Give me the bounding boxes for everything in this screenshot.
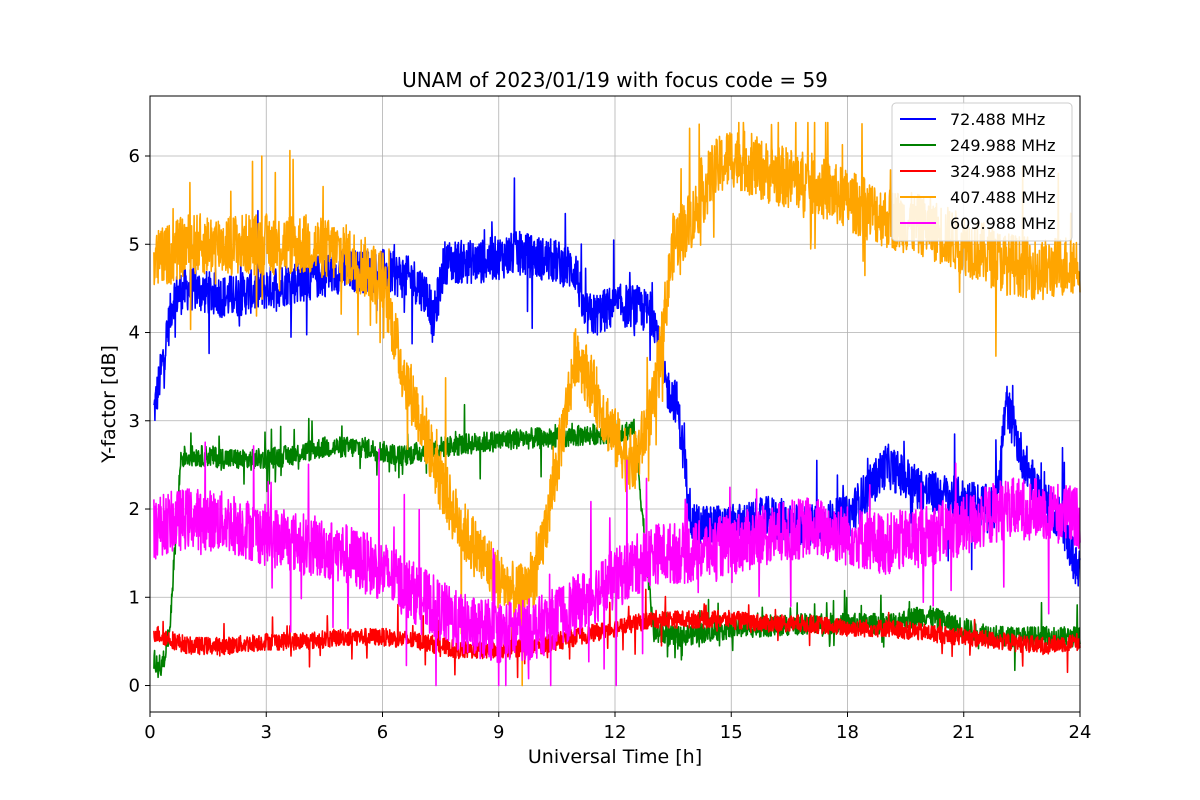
y-axis: 0 1 2 3 4 5 6: [129, 146, 150, 697]
y-tick-label: 6: [129, 146, 140, 167]
series-line-4: [153, 441, 1081, 687]
legend-label: 324.988 MHz: [950, 162, 1055, 181]
y-axis-label: Y-factor [dB]: [98, 345, 120, 464]
y-tick-label: 0: [129, 676, 140, 697]
legend: 72.488 MHz 249.988 MHz 324.988 MHz 407.488 …: [891, 102, 1073, 242]
y-tick-label: 5: [129, 234, 140, 255]
x-axis: 0 3 6 9 12 15 18 21 24: [144, 712, 1091, 743]
y-tick-label: 1: [129, 587, 140, 608]
x-tick-label: 0: [144, 722, 155, 743]
series-group: [153, 121, 1081, 687]
y-tick-label: 2: [129, 499, 140, 520]
x-tick-label: 6: [377, 722, 388, 743]
y-tick-label: 4: [129, 323, 140, 344]
x-tick-label: 24: [1069, 722, 1092, 743]
legend-label: 249.988 MHz: [950, 136, 1055, 155]
x-tick-label: 12: [604, 722, 627, 743]
x-tick-label: 15: [720, 722, 743, 743]
y-tick-label: 3: [129, 411, 140, 432]
x-tick-label: 9: [493, 722, 504, 743]
series-line-0: [153, 177, 1081, 587]
legend-label: 72.488 MHz: [950, 110, 1045, 129]
legend-label: 609.988 MHz: [950, 214, 1055, 233]
legend-label: 407.488 MHz: [950, 188, 1055, 207]
x-tick-label: 21: [952, 722, 975, 743]
chart-title: UNAM of 2023/01/19 with focus code = 59: [402, 68, 828, 92]
legend-box: [891, 102, 1073, 242]
x-tick-label: 18: [836, 722, 859, 743]
x-axis-label: Universal Time [h]: [528, 746, 702, 768]
x-tick-label: 3: [261, 722, 272, 743]
